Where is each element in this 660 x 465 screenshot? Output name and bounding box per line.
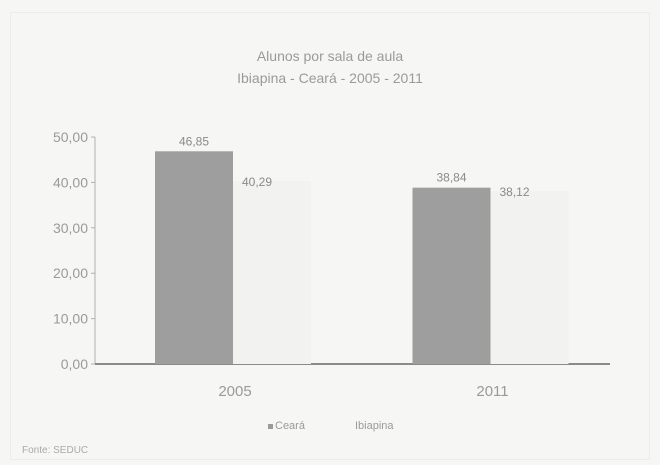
data-label-ibiapina-2011: 38,12 — [499, 185, 529, 199]
chart-frame — [10, 12, 650, 460]
legend-label-ceara: Ceará — [275, 420, 305, 432]
x-tick-label: 2005 — [218, 383, 251, 400]
bar-ibiapina-2011 — [490, 190, 569, 364]
y-tick-label: 50,00 — [53, 129, 88, 145]
source-note: Fonte: SEDUC — [22, 445, 89, 456]
y-tick-label: 20,00 — [53, 265, 88, 281]
legend-item-ibiapina: Ibiapina — [355, 420, 394, 432]
y-tick-label: 30,00 — [53, 220, 88, 236]
bar-cear-2011 — [412, 187, 491, 364]
y-tick-label: 0,00 — [61, 356, 88, 372]
y-tick-label: 40,00 — [53, 174, 88, 190]
data-label-cear-2005: 46,85 — [179, 134, 209, 148]
legend-label-ibiapina: Ibiapina — [355, 420, 394, 432]
data-label-cear-2011: 38,84 — [436, 171, 466, 185]
bar-ibiapina-2005 — [233, 181, 311, 364]
chart-title: Alunos por sala de aula — [256, 48, 404, 64]
bar-cear-2005 — [155, 151, 233, 364]
chart-subtitle: Ibiapina - Ceará - 2005 - 2011 — [237, 70, 423, 86]
x-tick-label: 2011 — [476, 383, 508, 400]
data-label-ibiapina-2005: 40,29 — [242, 175, 272, 189]
y-tick-label: 10,00 — [53, 311, 88, 327]
legend-item-ceara: Ceará — [268, 420, 305, 432]
legend-swatch-ceara — [268, 423, 273, 429]
